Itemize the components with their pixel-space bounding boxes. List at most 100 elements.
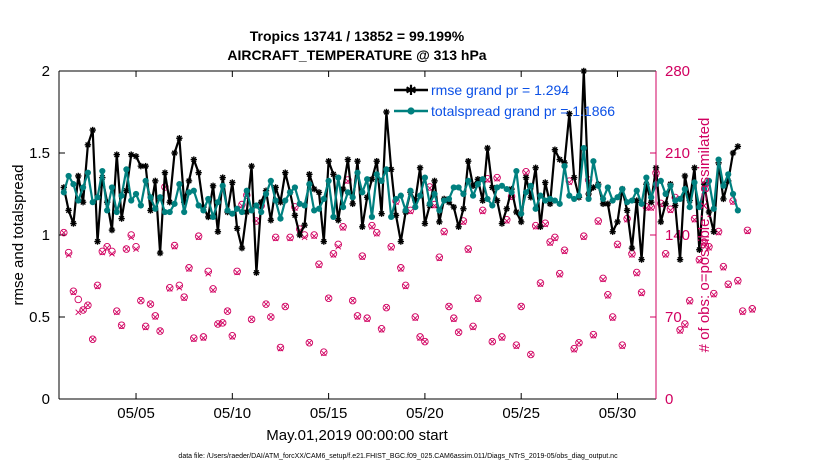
obs-assimilated-point <box>590 332 597 339</box>
totalspread-point <box>619 185 626 193</box>
obs-possible-point <box>108 247 116 256</box>
rmse-point <box>171 149 178 157</box>
obs-possible-point <box>695 255 704 264</box>
rmse-point <box>233 225 241 232</box>
obs-assimilated-point <box>248 316 255 323</box>
obs-assimilated-point <box>118 323 125 330</box>
totalspread-point <box>137 202 144 209</box>
totalspread-point <box>479 176 486 183</box>
obs-assimilated-point <box>537 281 544 288</box>
obs-possible-point <box>103 242 111 251</box>
totalspread-point <box>320 195 327 203</box>
rmse-point <box>623 207 631 214</box>
obs-possible-point <box>618 341 627 349</box>
rmse-point <box>132 153 140 160</box>
obs-assimilated-point <box>556 271 563 278</box>
obs-possible-point <box>551 233 559 242</box>
totalspread-point <box>286 189 294 196</box>
totalspread-point <box>397 192 404 199</box>
obs-possible-point <box>734 276 742 285</box>
obs-possible-point <box>454 328 463 336</box>
obs-assimilated-point <box>412 315 419 322</box>
totalspread-point <box>89 199 96 206</box>
totalspread-point <box>508 189 515 196</box>
obs-assimilated-point <box>210 287 216 293</box>
obs-assimilated-point <box>455 329 462 336</box>
y-axis-left-label: rmse and totalspread <box>10 165 27 306</box>
totalspread-point <box>407 187 414 194</box>
obs-assimilated-point <box>744 228 751 235</box>
obs-assimilated-point <box>489 338 496 345</box>
obs-assimilated-point <box>547 240 553 247</box>
totalspread-point <box>311 207 318 214</box>
obs-assimilated-point <box>739 309 746 316</box>
obs-assimilated-point <box>316 262 322 269</box>
obs-possible-point <box>180 293 188 301</box>
obs-assimilated-point <box>89 336 96 343</box>
totalspread-point <box>301 202 308 209</box>
rmse-point <box>248 162 255 170</box>
totalspread-point <box>672 197 679 204</box>
totalspread-point <box>498 182 506 189</box>
obs-possible-point <box>305 339 314 347</box>
obs-assimilated-point <box>446 303 452 310</box>
obs-possible-point <box>204 267 212 276</box>
obs-assimilated-point <box>166 285 173 292</box>
legend-spread-label: totalspread grand pr = 1.1866 <box>431 103 615 119</box>
y-right-tick-label: 280 <box>665 63 690 80</box>
x-tick-label: 05/25 <box>502 405 540 422</box>
totalspread-point <box>416 192 424 199</box>
obs-assimilated-point <box>171 243 178 250</box>
rmse-point <box>383 108 390 116</box>
totalspread-point <box>243 187 250 194</box>
rmse-point <box>306 171 313 178</box>
obs-assimilated-point <box>667 207 674 214</box>
obs-possible-point <box>137 296 145 305</box>
obs-possible-point <box>493 173 501 182</box>
legend-rmse-label: rmse grand pr = 1.294 <box>431 82 569 98</box>
rmse-point <box>243 208 250 216</box>
totalspread-point <box>104 207 111 214</box>
rmse-point <box>368 176 376 183</box>
obs-possible-point <box>570 344 578 353</box>
rmse-point <box>238 244 246 252</box>
rmse-point <box>161 169 169 176</box>
rmse-point <box>614 218 621 226</box>
rmse-point <box>267 217 275 224</box>
obs-possible-point <box>685 296 694 305</box>
obs-assimilated-point <box>710 291 717 298</box>
rmse-point <box>604 200 612 208</box>
obs-assimilated-point <box>104 244 111 251</box>
obs-assimilated-point <box>614 242 621 249</box>
obs-assimilated-point <box>402 283 409 290</box>
obs-possible-point <box>555 269 564 278</box>
rmse-point <box>94 238 101 245</box>
totalspread-point <box>253 202 260 209</box>
totalspread-point <box>364 176 371 183</box>
totalspread-point <box>431 190 438 198</box>
obs-possible-point <box>560 246 569 254</box>
rmse-point <box>152 177 159 185</box>
obs-assimilated-point <box>470 324 476 331</box>
rmse-point <box>647 199 655 206</box>
totalspread-point <box>373 171 380 178</box>
obs-possible-point <box>666 205 675 213</box>
obs-possible-point <box>209 285 217 293</box>
totalspread-point <box>267 177 274 184</box>
rmse-point <box>720 195 727 203</box>
obs-possible-point <box>681 320 689 328</box>
obs-possible-point <box>262 300 270 308</box>
obs-assimilated-point <box>272 235 279 242</box>
obs-possible-point <box>421 337 429 346</box>
rmse-point <box>291 212 299 219</box>
obs-possible-point <box>276 343 285 352</box>
obs-assimilated-point <box>734 278 741 285</box>
totalspread-point <box>484 195 491 203</box>
obs-assimilated-point <box>532 223 539 230</box>
obs-possible-point <box>281 302 290 311</box>
obs-assimilated-point <box>417 335 424 342</box>
rmse-point <box>431 177 438 185</box>
obs-possible-point <box>247 315 256 324</box>
totalspread-point <box>339 204 347 211</box>
totalspread-point <box>725 171 732 178</box>
